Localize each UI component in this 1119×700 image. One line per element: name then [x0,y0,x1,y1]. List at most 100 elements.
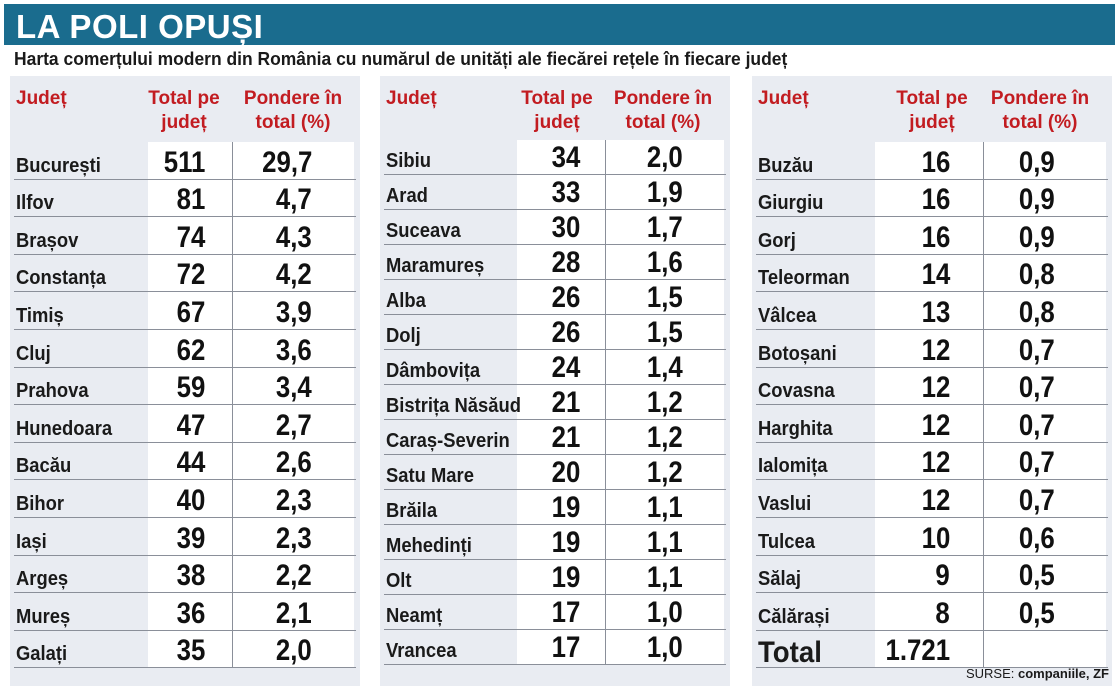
table-row: București 511 29,7 [16,142,354,180]
table-row: Ialomița 12 0,7 [758,443,1106,481]
table-row: Arad 33 1,9 [386,175,724,210]
share-value: 1,2 [647,386,683,419]
county-name: Sălaj [758,568,801,591]
total-value: 16 [921,220,950,254]
table-row: Mureș 36 2,1 [16,593,354,631]
total-value: 38 [176,559,205,593]
share-value: 0,5 [1019,559,1055,593]
share-value: 2,3 [276,521,312,555]
county-name: Galați [16,643,68,666]
share-value: 1,6 [647,246,683,279]
row-divider [14,441,356,443]
county-name: Buzău [758,154,814,177]
share-value: 1,1 [647,491,683,524]
page-subtitle: Harta comerțului modern din România cu n… [14,49,788,69]
table-row: Neamț 17 1,0 [386,595,724,630]
total-value: 16 [921,183,950,217]
total-value: 72 [176,258,205,292]
share-value: 0,7 [1019,408,1055,442]
county-name: Tulcea [758,530,815,553]
table-row: Timiș 67 3,9 [16,292,354,330]
share-value: 1,2 [647,421,683,454]
total-value: 44 [176,446,205,480]
row-divider [384,664,726,665]
county-name: Suceava [386,220,461,242]
share-value: 0,5 [1019,596,1055,630]
row-divider [384,174,726,175]
values-band [875,142,1106,669]
county-name: Ilfov [16,192,54,215]
row-divider [384,454,726,455]
county-name: Hunedoara [16,417,113,440]
table-row: Prahova 59 3,4 [16,368,354,406]
row-divider [756,404,1108,406]
share-value: 0,9 [1019,220,1055,254]
header-county: Județ [758,88,809,109]
county-name: Maramureș [386,255,485,277]
total-value: 12 [921,333,950,367]
table-row: Hunedoara 47 2,7 [16,405,354,443]
table-row: Dâmbovița 24 1,4 [386,350,724,385]
row-divider [756,629,1108,631]
county-name: Olt [386,570,412,592]
county-name: Vrancea [386,640,457,662]
total-value: 21 [551,421,580,454]
share-value: 2,3 [276,483,312,517]
share-value: 3,9 [276,295,312,329]
county-name: Caraș-Severin [386,430,510,452]
table-row: Mehedinți 19 1,1 [386,525,724,560]
page-title: LA POLI OPUȘI [16,8,264,45]
table-total-row: Total 1.721 [758,631,1106,669]
total-value: 59 [176,371,205,405]
table-row: Alba 26 1,5 [386,280,724,315]
total-value: 81 [176,183,205,217]
table-row: Vaslui 12 0,7 [758,480,1106,518]
total-value: 511 [163,145,205,179]
county-name: Neamț [386,605,443,627]
source-text: companiile, ZF [1017,666,1109,681]
county-name: Iași [16,530,47,553]
share-value: 2,7 [276,408,312,442]
table-row: Suceava 30 1,7 [386,210,724,245]
row-divider [384,314,726,315]
values-band [517,140,724,665]
total-value: 35 [176,634,205,668]
table-row: Covasna 12 0,7 [758,368,1106,406]
county-name: Dolj [386,325,421,347]
row-divider [756,441,1108,443]
header-total: Total pe județ [896,88,968,133]
total-value: 40 [176,483,205,517]
share-value: 2,0 [276,634,312,668]
row-divider [14,178,356,180]
share-value: 1,4 [647,351,683,384]
row-divider [14,479,356,481]
total-value: 17 [551,596,580,629]
share-value: 1,7 [647,211,683,244]
county-name: Cluj [16,342,51,365]
total-value: 20 [551,456,580,489]
share-value: 0,7 [1019,371,1055,405]
row-divider [384,349,726,350]
table-row: Maramureș 28 1,6 [386,245,724,280]
table-row: Teleorman 14 0,8 [758,255,1106,293]
county-name: Călărași [758,605,830,628]
county-name: Constanța [16,267,106,290]
share-value: 0,8 [1019,295,1055,329]
row-divider [756,216,1108,218]
county-name: Prahova [16,380,89,403]
share-value: 0,6 [1019,521,1055,555]
county-name: Dâmbovița [386,360,481,382]
share-value: 1,2 [647,456,683,489]
county-name: Vaslui [758,492,812,515]
row-divider [14,404,356,406]
total-value: 13 [921,295,950,329]
table-row: Gorj 16 0,9 [758,217,1106,255]
county-name: Satu Mare [386,465,474,487]
row-divider [756,291,1108,293]
header-total: Total pe județ [521,88,593,133]
share-value: 1,1 [647,526,683,559]
share-value: 4,2 [276,258,312,292]
row-divider [384,629,726,630]
row-divider [14,216,356,218]
source-label: SURSE: [965,666,1015,681]
